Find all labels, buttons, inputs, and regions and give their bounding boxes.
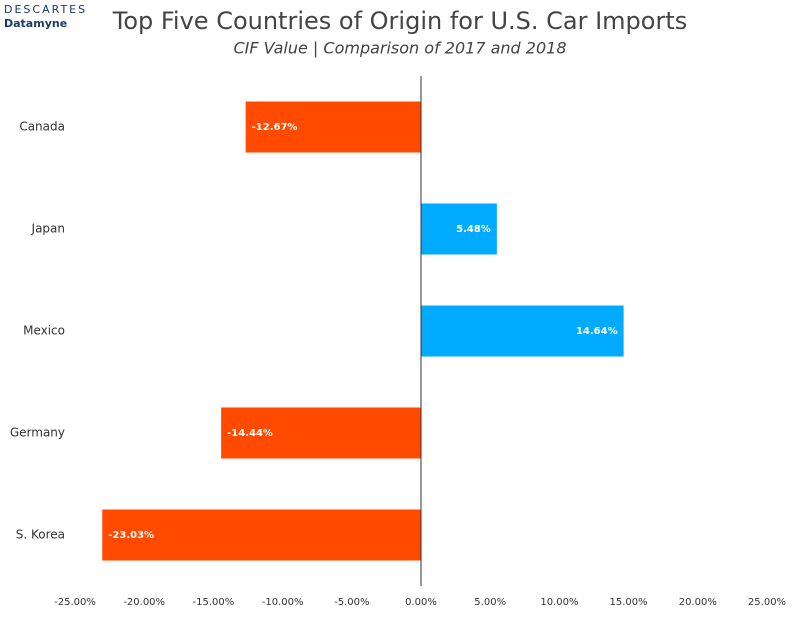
y-tick-label: Mexico (23, 324, 65, 338)
x-tick-label: 20.00% (679, 597, 717, 608)
x-tick-label: 25.00% (748, 597, 786, 608)
x-tick-label: 15.00% (610, 597, 648, 608)
logo-sub: Datamyne (4, 17, 67, 30)
bar (421, 305, 624, 357)
x-tick-label: -25.00% (54, 597, 96, 608)
x-tick-label: -10.00% (262, 597, 304, 608)
y-tick-label: Germany (10, 426, 65, 440)
logo-brand: DESCARTES (4, 3, 87, 16)
y-tick-label: Japan (31, 222, 65, 236)
value-label: 14.64% (576, 326, 618, 337)
x-tick-label: 5.00% (474, 597, 506, 608)
bar (245, 101, 421, 153)
chart-subtitle: CIF Value | Comparison of 2017 and 2018 (234, 39, 567, 58)
x-tick-label: -15.00% (193, 597, 235, 608)
value-label: -14.44% (227, 428, 273, 439)
x-tick-label: 10.00% (540, 597, 578, 608)
bar (102, 509, 421, 561)
value-label: -12.67% (252, 122, 298, 133)
bar (221, 407, 421, 459)
value-label: 5.48% (456, 224, 491, 235)
x-tick-label: -20.00% (123, 597, 165, 608)
y-tick-label: S. Korea (16, 528, 65, 542)
chart-title: Top Five Countries of Origin for U.S. Ca… (112, 7, 688, 35)
y-tick-label: Canada (19, 120, 65, 134)
x-tick-label: -5.00% (334, 597, 369, 608)
value-label: -23.03% (108, 530, 154, 541)
bar (421, 203, 497, 255)
x-tick-label: 0.00% (405, 597, 437, 608)
